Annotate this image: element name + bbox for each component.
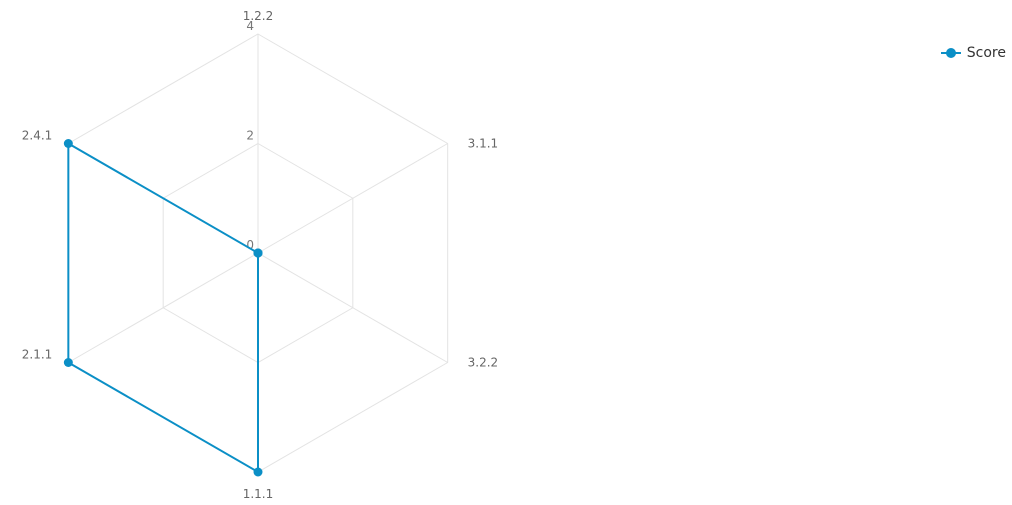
axis-labels: 1.2.2 3.1.1 3.2.2 1.1.1 2.1.1 2.4.1 (22, 9, 498, 501)
tick-label: 2 (246, 129, 254, 143)
radial-tick-labels: 0 2 4 (246, 19, 254, 252)
data-point[interactable] (63, 358, 73, 367)
axis-spoke (257, 143, 448, 254)
axis-label: 3.1.1 (468, 137, 499, 151)
axis-spoke (257, 252, 448, 363)
legend-label-score: Score (966, 45, 1006, 61)
data-point[interactable] (63, 139, 73, 148)
data-point[interactable] (253, 248, 263, 258)
axis-label: 2.1.1 (22, 348, 53, 362)
axis-label: 2.4.1 (22, 129, 53, 143)
legend-marker-icon (940, 47, 961, 59)
tick-label: 4 (246, 19, 254, 33)
axis-spoke (68, 252, 259, 363)
axis-label: 3.2.2 (468, 356, 499, 370)
legend[interactable]: Score (940, 45, 1006, 61)
axis-label: 1.2.2 (243, 9, 274, 23)
data-point[interactable] (253, 467, 263, 477)
tick-label: 0 (246, 238, 254, 252)
series-layer (63, 139, 263, 477)
axis-label: 1.1.1 (243, 487, 274, 501)
